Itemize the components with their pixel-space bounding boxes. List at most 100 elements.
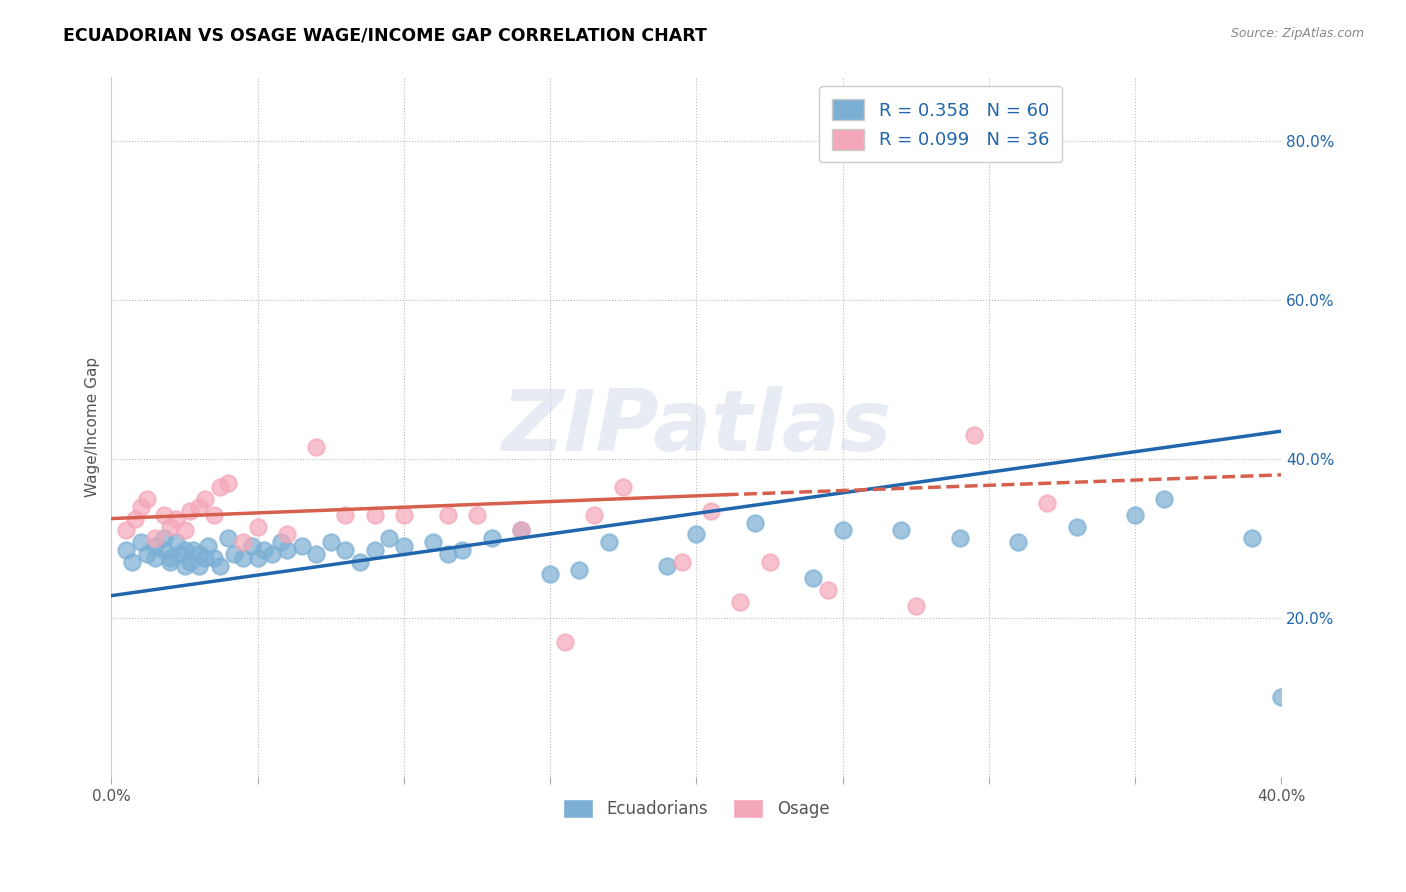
Point [509, 524, 531, 538]
Point [671, 555, 693, 569]
Point [305, 547, 328, 561]
Point [436, 508, 458, 522]
Point [188, 500, 211, 514]
Text: ZIPatlas: ZIPatlas [502, 385, 891, 468]
Point [135, 491, 157, 506]
Point [270, 535, 292, 549]
Point [1036, 496, 1059, 510]
Point [758, 555, 780, 569]
Point [121, 555, 143, 569]
Point [143, 540, 166, 554]
Legend: Ecuadorians, Osage: Ecuadorians, Osage [557, 792, 837, 824]
Text: ECUADORIAN VS OSAGE WAGE/INCOME GAP CORRELATION CHART: ECUADORIAN VS OSAGE WAGE/INCOME GAP CORR… [63, 27, 707, 45]
Point [194, 491, 217, 506]
Point [598, 535, 620, 549]
Point [700, 503, 723, 517]
Point [538, 567, 561, 582]
Point [188, 547, 211, 561]
Point [159, 555, 181, 569]
Point [831, 524, 853, 538]
Point [392, 540, 415, 554]
Point [730, 595, 752, 609]
Point [509, 524, 531, 538]
Point [124, 511, 146, 525]
Point [179, 555, 201, 569]
Point [115, 524, 138, 538]
Point [153, 543, 176, 558]
Y-axis label: Wage/Income Gap: Wage/Income Gap [86, 357, 100, 497]
Point [276, 527, 298, 541]
Point [465, 508, 488, 522]
Point [657, 559, 679, 574]
Point [115, 543, 138, 558]
Point [817, 583, 839, 598]
Point [392, 508, 415, 522]
Point [363, 508, 385, 522]
Point [436, 547, 458, 561]
Point [554, 634, 576, 648]
Point [422, 535, 444, 549]
Point [744, 516, 766, 530]
Point [143, 551, 166, 566]
Point [1270, 690, 1292, 705]
Point [685, 527, 707, 541]
Point [143, 532, 166, 546]
Point [224, 547, 246, 561]
Point [181, 543, 204, 558]
Point [129, 535, 152, 549]
Point [173, 543, 195, 558]
Point [135, 547, 157, 561]
Point [949, 532, 972, 546]
Point [262, 547, 284, 561]
Point [363, 543, 385, 558]
Point [217, 475, 239, 490]
Point [217, 532, 239, 546]
Point [305, 440, 328, 454]
Point [335, 543, 357, 558]
Point [803, 571, 825, 585]
Point [179, 503, 201, 517]
Point [159, 519, 181, 533]
Point [202, 551, 225, 566]
Point [246, 519, 269, 533]
Point [378, 532, 401, 546]
Point [197, 540, 219, 554]
Point [481, 532, 503, 546]
Point [165, 535, 187, 549]
Point [349, 555, 371, 569]
Text: Source: ZipAtlas.com: Source: ZipAtlas.com [1230, 27, 1364, 40]
Point [612, 480, 634, 494]
Point [159, 551, 181, 566]
Point [582, 508, 605, 522]
Point [153, 508, 176, 522]
Point [232, 551, 254, 566]
Point [1007, 535, 1029, 549]
Point [232, 535, 254, 549]
Point [153, 532, 176, 546]
Point [276, 543, 298, 558]
Point [451, 543, 474, 558]
Point [1066, 519, 1088, 533]
Point [208, 480, 231, 494]
Point [194, 551, 217, 566]
Point [202, 508, 225, 522]
Point [1241, 532, 1264, 546]
Point [188, 559, 211, 574]
Point [319, 535, 342, 549]
Point [252, 543, 274, 558]
Point [1153, 491, 1175, 506]
Point [246, 551, 269, 566]
Point [890, 524, 912, 538]
Point [165, 511, 187, 525]
Point [208, 559, 231, 574]
Point [568, 563, 591, 577]
Point [173, 524, 195, 538]
Point [963, 428, 986, 442]
Point [240, 540, 263, 554]
Point [335, 508, 357, 522]
Point [173, 559, 195, 574]
Point [904, 599, 927, 613]
Point [167, 547, 190, 561]
Point [290, 540, 312, 554]
Point [129, 500, 152, 514]
